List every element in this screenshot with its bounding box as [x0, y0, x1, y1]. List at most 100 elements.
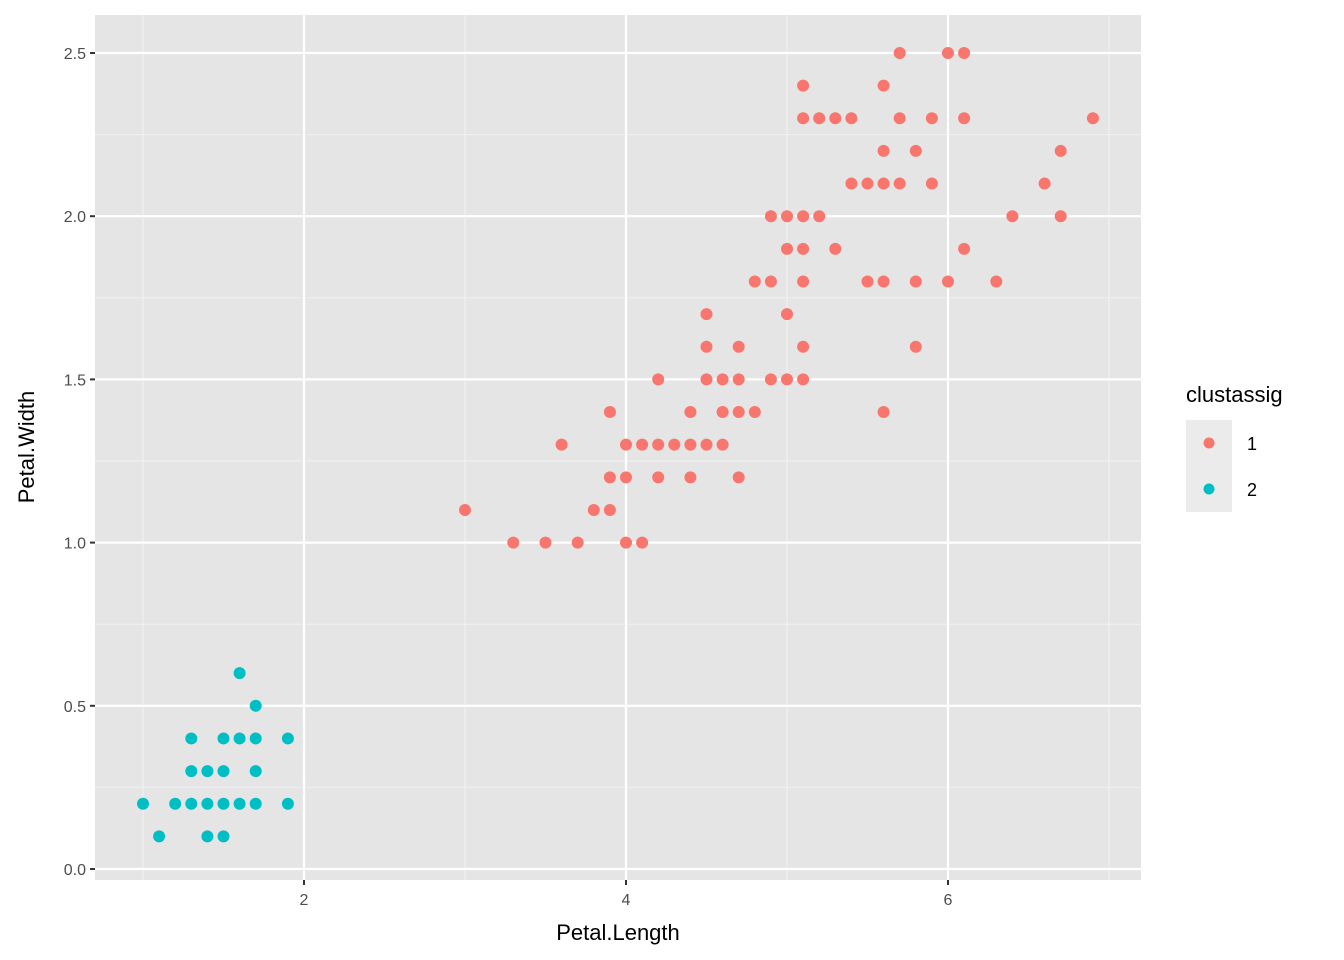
data-point-cluster-1 [732, 406, 745, 419]
data-point-cluster-1 [909, 275, 922, 288]
data-point-cluster-1 [942, 275, 954, 288]
data-point-cluster-1 [797, 210, 810, 223]
plot-panel [95, 15, 1141, 880]
data-point-cluster-2 [249, 765, 262, 778]
grid-minor [95, 15, 1141, 880]
data-point-cluster-1 [925, 177, 938, 190]
data-point-cluster-1 [797, 340, 810, 353]
data-point-cluster-2 [249, 797, 262, 810]
data-point-cluster-1 [813, 112, 826, 125]
data-point-cluster-1 [684, 406, 697, 419]
data-point-cluster-1 [603, 503, 616, 516]
data-point-cluster-1 [652, 438, 665, 451]
data-point-cluster-1 [700, 373, 713, 386]
y-tick-label: 0.0 [64, 862, 86, 879]
data-point-cluster-2 [249, 699, 262, 712]
x-axis-title: Petal.Length [556, 920, 680, 945]
data-point-cluster-2 [201, 797, 214, 810]
data-point-cluster-1 [781, 308, 793, 321]
data-point-cluster-2 [249, 732, 262, 745]
data-point-cluster-1 [877, 144, 890, 157]
legend-key-icon-2 [1203, 483, 1215, 495]
data-point-cluster-2 [185, 732, 198, 745]
data-point-cluster-1 [861, 275, 874, 288]
data-point-cluster-1 [684, 438, 697, 451]
data-point-cluster-2 [217, 732, 230, 745]
data-point-cluster-1 [797, 373, 810, 386]
data-point-cluster-2 [233, 797, 246, 810]
data-point-cluster-1 [732, 340, 745, 353]
y-tick-label: 2.0 [64, 209, 86, 226]
data-point-cluster-1 [925, 112, 938, 125]
data-point-cluster-1 [861, 177, 874, 190]
x-tick-label: 2 [300, 892, 309, 909]
data-point-cluster-1 [764, 275, 777, 288]
data-point-cluster-1 [781, 210, 793, 223]
data-point-cluster-2 [185, 797, 198, 810]
data-point-cluster-1 [877, 275, 890, 288]
data-point-cluster-1 [990, 275, 1003, 288]
data-point-cluster-1 [845, 177, 858, 190]
legend-title: clustassig [1186, 382, 1283, 407]
data-point-cluster-1 [797, 79, 810, 92]
y-tick-label: 1.0 [64, 536, 86, 553]
data-point-cluster-1 [942, 47, 954, 59]
data-point-cluster-1 [716, 373, 729, 386]
data-point-cluster-1 [748, 406, 761, 419]
data-point-cluster-1 [1006, 210, 1019, 223]
data-point-cluster-2 [137, 797, 149, 810]
data-point-cluster-1 [700, 308, 713, 321]
data-point-cluster-2 [185, 765, 198, 778]
data-point-cluster-2 [281, 797, 294, 810]
legend-key-bg [1186, 420, 1232, 512]
data-point-cluster-1 [555, 438, 568, 451]
data-point-cluster-1 [652, 471, 665, 484]
data-point-cluster-1 [716, 406, 729, 419]
data-point-cluster-1 [732, 471, 745, 484]
data-point-cluster-1 [748, 275, 761, 288]
data-point-cluster-1 [813, 210, 826, 223]
x-tick-label: 4 [622, 892, 631, 909]
data-point-cluster-1 [507, 536, 520, 549]
data-point-cluster-2 [233, 732, 246, 745]
data-point-cluster-1 [603, 471, 616, 484]
data-point-cluster-2 [217, 797, 230, 810]
data-point-cluster-1 [732, 373, 745, 386]
data-point-cluster-1 [797, 112, 810, 125]
legend-label-1: 1 [1247, 434, 1257, 454]
data-point-cluster-1 [958, 242, 971, 255]
data-point-cluster-1 [1054, 210, 1067, 223]
data-point-cluster-1 [781, 373, 793, 386]
data-point-cluster-1 [652, 373, 665, 386]
data-point-cluster-2 [281, 732, 294, 745]
data-point-cluster-1 [716, 438, 729, 451]
y-tick-label: 0.5 [64, 699, 86, 716]
data-point-cluster-2 [153, 830, 166, 843]
data-point-cluster-1 [958, 47, 971, 59]
data-point-cluster-1 [603, 406, 616, 419]
legend-label-2: 2 [1247, 480, 1257, 500]
data-point-cluster-1 [1038, 177, 1051, 190]
data-point-cluster-1 [539, 536, 552, 549]
data-point-cluster-1 [636, 536, 649, 549]
data-points [137, 47, 1099, 843]
data-point-cluster-1 [877, 79, 890, 92]
data-point-cluster-1 [571, 536, 584, 549]
data-point-cluster-2 [217, 765, 230, 778]
grid-major [95, 15, 1141, 880]
y-tick-label: 1.5 [64, 372, 86, 389]
data-point-cluster-1 [829, 242, 842, 255]
data-point-cluster-1 [1086, 112, 1099, 125]
data-point-cluster-1 [764, 373, 777, 386]
legend-key-icon-1 [1203, 437, 1215, 449]
data-point-cluster-1 [684, 471, 697, 484]
data-point-cluster-1 [909, 340, 922, 353]
data-point-cluster-1 [893, 177, 906, 190]
data-point-cluster-1 [1054, 144, 1067, 157]
data-point-cluster-1 [797, 275, 810, 288]
data-point-cluster-1 [909, 144, 922, 157]
data-point-cluster-1 [781, 242, 793, 255]
data-point-cluster-1 [700, 438, 713, 451]
data-point-cluster-1 [620, 438, 632, 451]
